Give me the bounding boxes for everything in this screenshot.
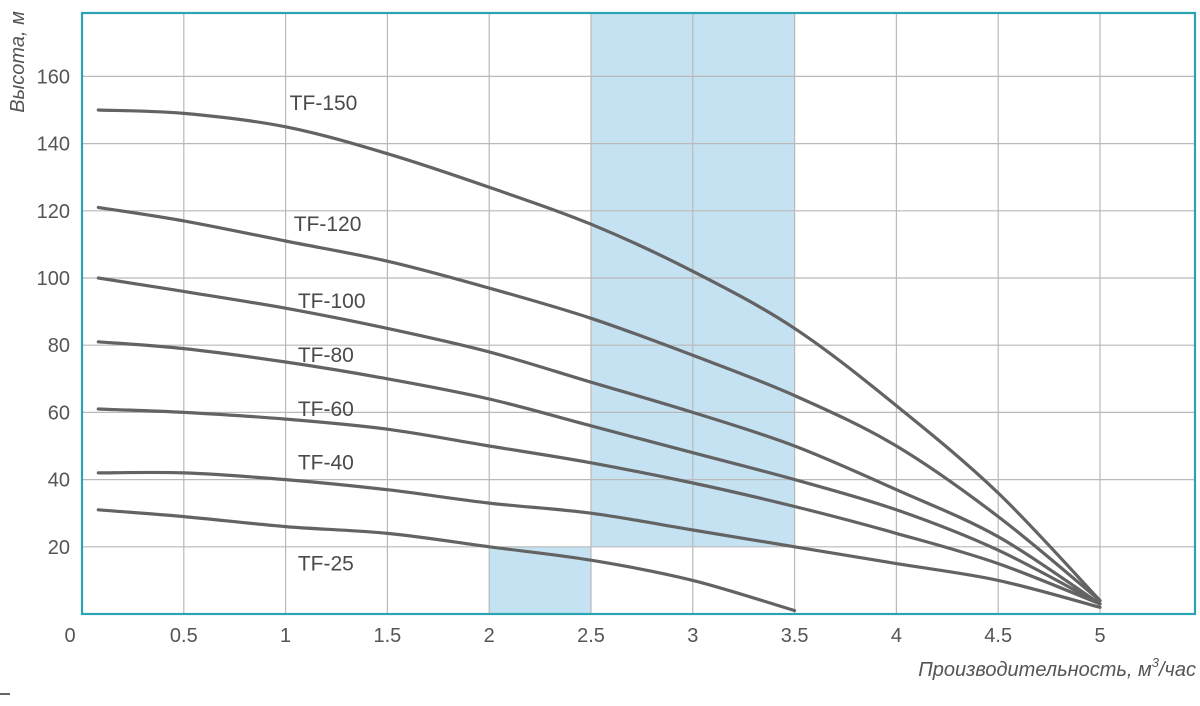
x-tick-label: 2.5 [577,625,605,647]
series-labels: TF-150 TF-120 TF-100 TF-80 TF-60 TF-40 TF-25 [290,92,366,575]
x-tick-label: 5 [1094,625,1105,647]
curve-tf-150 [96,108,1102,603]
curve-tf-25 [96,508,797,613]
x-tick-label: 2 [484,625,495,647]
curve-tf-100 [96,276,1102,606]
curve-tf-80 [96,340,1102,606]
x-tick-label: 1.5 [373,625,401,647]
y-tick-label: 80 [48,335,70,357]
y-tick-label: 40 [48,470,70,492]
curve-tf-120 [96,205,1102,603]
curve-tf-60 [96,407,1102,606]
x-tick-label: 0 [64,625,75,647]
y-tick-label: 60 [48,402,70,424]
series-label-tf-80: TF-80 [298,344,354,367]
x-axis-title: Производительность, м3/час [918,655,1196,681]
y-tick-label: 160 [37,66,70,88]
series-label-tf-40: TF-40 [298,452,354,475]
x-tick-label: 4.5 [984,625,1012,647]
curve-tf-40 [96,470,1102,609]
y-tick-label: 20 [48,537,70,559]
x-tick-label: 4 [891,625,902,647]
x-tick-label: 1 [280,625,291,647]
x-tick-label: 3.5 [781,625,809,647]
y-axis-title: Высота, м [7,11,29,113]
series-label-tf-120: TF-120 [294,213,362,236]
x-tick-label: 3 [687,625,698,647]
grid-lines [82,13,1195,614]
x-tick-label: 0.5 [170,625,198,647]
y-tick-label: 140 [37,134,70,156]
y-tick-label: 120 [37,201,70,223]
series-label-tf-25: TF-25 [298,552,354,575]
series-curves [96,108,1102,613]
x-tick-labels: 0 0.5 1 1.5 2 2.5 3 3.5 4 4.5 5 [64,625,1105,647]
series-label-tf-60: TF-60 [298,398,354,421]
plot-frame [80,11,1197,616]
series-label-tf-100: TF-100 [298,290,366,313]
series-label-tf-150: TF-150 [290,92,358,115]
y-tick-labels: 20 40 60 80 100 120 140 160 [37,66,70,558]
highlight-regions [489,13,795,614]
y-tick-label: 100 [37,268,70,290]
